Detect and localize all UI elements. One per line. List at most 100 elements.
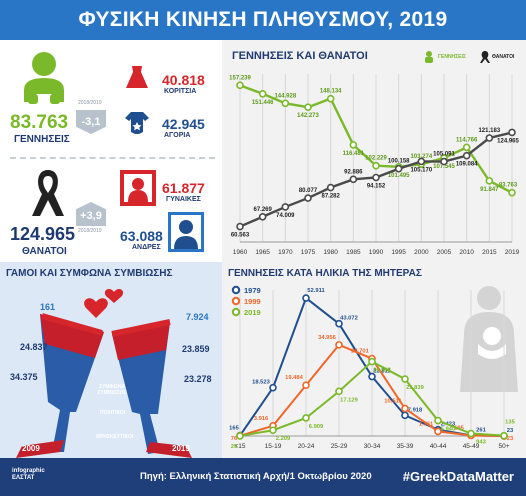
chart1-x-tick: 2000 <box>414 249 429 256</box>
chart1-data-label: 92.886 <box>344 169 363 175</box>
grandmother-icon <box>120 170 156 206</box>
chart2-x-tick: 45-49 <box>463 443 480 450</box>
chart1-point <box>372 173 380 182</box>
chart2-data-label: 52.911 <box>307 288 325 294</box>
deaths-total: 124.965 <box>10 224 76 244</box>
deaths-panel: 124.965 ΘΑΝΑΤΟΙ +3,9 2018/2019 61.877 ΓΥ… <box>0 162 222 262</box>
chart2-point <box>302 414 310 422</box>
chart1-title: ΓΕΝΝΗΣΕΙΣ ΚΑΙ ΘΑΝΑΤΟΙ <box>232 50 368 62</box>
births-change-badge: -3,1 <box>76 110 106 134</box>
page-footer: infographic ΕΛΣΤΑΤ Πηγή: Ελληνική Στατισ… <box>0 458 526 496</box>
chart2-data-label: 5.940 <box>441 427 456 433</box>
chart1-x-tick: 1965 <box>255 249 270 256</box>
men-count: 63.088 <box>120 228 163 244</box>
chart1-data-label: 109.084 <box>456 162 478 168</box>
chart2-data-label: 6.909 <box>309 424 324 430</box>
girls-label: ΚΟΡΙΤΣΙΑ <box>164 88 197 95</box>
chart1-data-label: 151.446 <box>252 100 274 106</box>
chart1-point <box>258 90 267 98</box>
chart1-x-tick: 1985 <box>346 249 361 256</box>
boys-label: ΑΓΟΡΙΑ <box>164 132 191 139</box>
chart2-point <box>368 372 376 381</box>
chart2-data-label: 10.511 <box>384 399 402 405</box>
births-deaths-line-chart: 1960 1965 1970 1975 1980 1985 1990 1995 2000 2005… <box>229 74 520 256</box>
chart1-point <box>236 81 244 90</box>
chart1-point <box>485 177 494 185</box>
chart2-data-label: 17.129 <box>340 397 359 403</box>
births-change: -3,1 <box>81 116 101 128</box>
chart1-data-label: 105.170 <box>410 167 432 173</box>
chart2-data-label: 7.918 <box>408 407 423 413</box>
chart2-x-tick: 30-34 <box>364 443 381 450</box>
chart1-x-tick: 2015 <box>482 249 497 256</box>
year-2009: 2009 <box>22 444 40 453</box>
chart1-data-label: 87.282 <box>321 194 340 200</box>
chart2-point <box>302 381 310 390</box>
chart2-data-label: 165 <box>229 426 239 432</box>
chart1-data-label: 114.766 <box>456 137 478 143</box>
religious-2019: 23.278 <box>184 374 212 384</box>
chart1-x-tick: 1970 <box>278 249 293 256</box>
elstat-logo: infographic ΕΛΣΤΑΤ <box>12 468 45 481</box>
chart1-legend-deaths-label: ΘΑΝΑΤΟΙ <box>492 54 515 60</box>
chart1-point <box>304 194 312 202</box>
girls-count: 40.818 <box>162 72 205 88</box>
chart2-x-tick: 25-29 <box>331 443 348 450</box>
dress-icon <box>126 66 148 88</box>
chart1-data-label: 101.495 <box>388 173 410 179</box>
chart1-point <box>258 212 267 221</box>
chart1-x-tick: 1980 <box>323 249 338 256</box>
chart2-point <box>335 319 343 328</box>
chart1-x-tick: 1960 <box>233 249 248 256</box>
source-note: Πηγή: Ελληνική Στατιστική Αρχή/1 Οκτωβρί… <box>140 471 372 482</box>
births-deaths-chart-panel: ΓΕΝΝΗΣΕΙΣ ΚΑΙ ΘΑΝΑΤΟΙ ΓΕΝΝΗΣΕΙΣ ΘΑΝΑΤΟΙ … <box>222 40 526 262</box>
chart1-point <box>281 99 290 108</box>
mother-age-chart-panel: ΓΕΝΝΗΣΕΙΣ ΚΑΤΑ ΗΛΙΚΙΑ ΤΗΣ ΜΗΤΕΡΑΣ <15 15-… <box>222 262 526 458</box>
chart2-data-label: 34.956 <box>318 335 337 341</box>
chart1-point <box>349 141 358 149</box>
women-label: ΓΥΝΑΙΚΕΣ <box>166 196 201 203</box>
chart1-point <box>508 128 516 137</box>
chart2-legend-marker <box>231 296 241 306</box>
chart1-data-label: 80.077 <box>299 188 318 194</box>
deaths-change-badge: +3,9 <box>76 202 106 226</box>
chart2-data-label: 76 <box>231 436 238 442</box>
chart1-point <box>372 161 380 170</box>
onesie-icon <box>125 112 149 134</box>
chart1-data-label: 105.091 <box>433 152 455 158</box>
chart1-x-tick: 1995 <box>391 249 406 256</box>
chart1-data-label: 124.965 <box>497 138 519 144</box>
mother-age-line-chart: <15 15-19 20-24 25-29 30-34 35-39 40-44 45-49 50… <box>229 285 516 450</box>
chart2-point <box>269 426 277 435</box>
chart2-point <box>335 341 343 349</box>
chart2-data-label: 43.072 <box>340 316 358 322</box>
chart2-point <box>401 375 409 383</box>
chart2-legend-label: 2019 <box>244 308 261 317</box>
chart1-data-label: 107.545 <box>433 164 455 170</box>
chart1-data-label: 103.274 <box>410 154 432 160</box>
chart1-point <box>394 164 403 173</box>
births-label: ΓΕΝΝΗΣΕΙΣ <box>14 134 70 145</box>
civil-2019: 23.859 <box>182 344 210 354</box>
chart1-data-label: 100.158 <box>388 159 410 165</box>
chart2-point <box>269 383 277 392</box>
chart1-point <box>485 134 494 142</box>
page-header: ΦΥΣΙΚΗ ΚΙΝΗΣΗ ΠΛΗΘΥΣΜΟΥ, 2019 <box>0 0 526 40</box>
civil-2009: 24.837 <box>20 342 48 352</box>
chart1-legend-deaths: ΘΑΝΑΤΟΙ <box>480 50 514 64</box>
religious-2009: 34.375 <box>10 372 38 382</box>
deaths-change-note: 2018/2019 <box>78 228 102 234</box>
chart1-data-label: 142.273 <box>297 113 319 119</box>
chart2-point <box>434 416 442 425</box>
chart2-x-tick: 15-19 <box>265 443 282 450</box>
legend-baby-icon <box>425 51 433 63</box>
chart1-x-tick: 1990 <box>369 249 384 256</box>
chart2-data-label: 28.562 <box>373 368 391 374</box>
chart1-point <box>349 175 358 184</box>
key-religious: ΘΡΗΣΚΕΥΤΙΚΟΙ <box>96 434 134 440</box>
grandfather-icon <box>168 212 204 252</box>
chart2-data-label: 25 <box>231 444 238 450</box>
chart2-point <box>401 404 409 413</box>
chart1-point <box>462 151 471 160</box>
chart1-data-label: 67.269 <box>253 207 272 213</box>
